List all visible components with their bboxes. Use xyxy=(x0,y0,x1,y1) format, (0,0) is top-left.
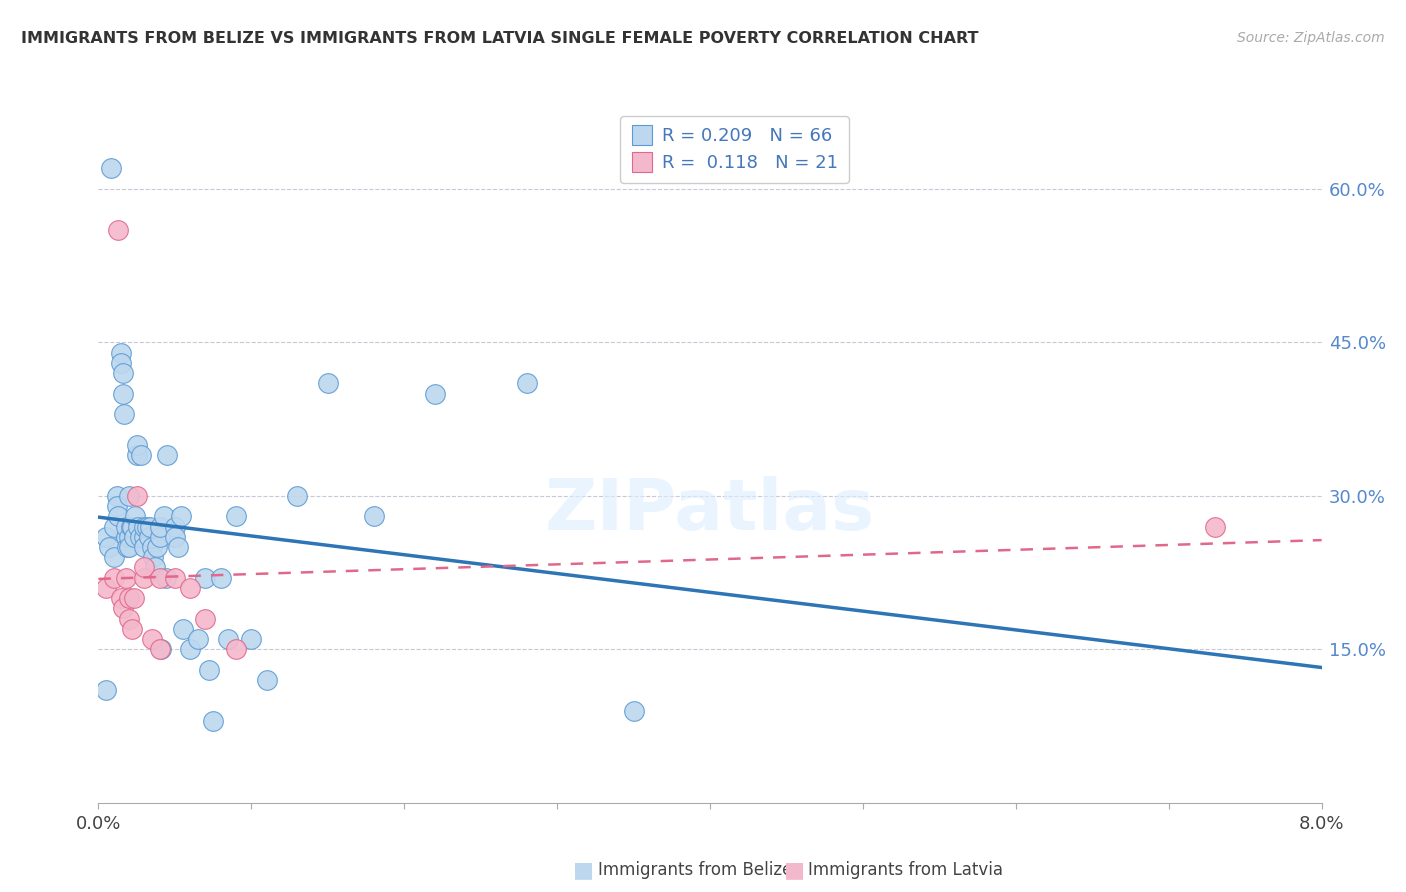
Point xyxy=(134,540,156,554)
Point xyxy=(138,530,160,544)
Point xyxy=(110,356,132,370)
Point xyxy=(217,632,239,646)
Point xyxy=(121,622,143,636)
Point xyxy=(134,530,156,544)
Text: ■: ■ xyxy=(785,860,804,880)
Point xyxy=(225,509,247,524)
Point xyxy=(107,509,129,524)
Point xyxy=(94,581,117,595)
Point xyxy=(125,438,148,452)
Point xyxy=(105,499,128,513)
Point xyxy=(285,489,308,503)
Text: Source: ZipAtlas.com: Source: ZipAtlas.com xyxy=(1237,31,1385,45)
Point xyxy=(125,448,148,462)
Point xyxy=(115,530,138,544)
Point xyxy=(163,519,186,533)
Point xyxy=(103,519,125,533)
Text: ZIPatlas: ZIPatlas xyxy=(546,476,875,545)
Point xyxy=(105,489,128,503)
Point xyxy=(134,571,156,585)
Point xyxy=(115,571,138,585)
Point xyxy=(194,571,217,585)
Y-axis label: Single Female Poverty: Single Female Poverty xyxy=(0,363,8,547)
Point xyxy=(120,519,142,533)
Point xyxy=(111,601,134,615)
Text: Immigrants from Belize: Immigrants from Belize xyxy=(598,861,792,879)
Point xyxy=(141,632,163,646)
Point xyxy=(363,509,385,524)
Point xyxy=(149,642,172,657)
Text: IMMIGRANTS FROM BELIZE VS IMMIGRANTS FROM LATVIA SINGLE FEMALE POVERTY CORRELATI: IMMIGRANTS FROM BELIZE VS IMMIGRANTS FRO… xyxy=(21,31,979,46)
Point xyxy=(118,591,141,606)
Point xyxy=(516,376,538,391)
Point xyxy=(149,519,172,533)
Point xyxy=(103,550,125,565)
Point xyxy=(149,530,172,544)
Point xyxy=(122,530,145,544)
Text: Immigrants from Latvia: Immigrants from Latvia xyxy=(808,861,1004,879)
Point xyxy=(156,448,179,462)
Point xyxy=(127,519,149,533)
Point xyxy=(111,386,134,401)
Point xyxy=(141,540,163,554)
Point xyxy=(110,591,132,606)
Point xyxy=(143,560,166,574)
Point xyxy=(150,642,173,657)
Point xyxy=(149,571,172,585)
Point xyxy=(197,663,219,677)
Point xyxy=(110,345,132,359)
Point xyxy=(118,540,141,554)
Point xyxy=(240,632,263,646)
Point xyxy=(209,571,232,585)
Point xyxy=(145,540,167,554)
Point xyxy=(118,489,141,503)
Point xyxy=(139,519,162,533)
Text: ■: ■ xyxy=(574,860,593,880)
Point xyxy=(112,407,135,421)
Point xyxy=(103,571,125,585)
Point xyxy=(107,223,129,237)
Point xyxy=(423,386,446,401)
Point xyxy=(121,519,143,533)
Point xyxy=(94,683,117,698)
Point xyxy=(256,673,278,687)
Point xyxy=(202,714,225,728)
Point xyxy=(125,489,148,503)
Point xyxy=(172,622,194,636)
Point xyxy=(225,642,247,657)
Point xyxy=(170,509,193,524)
Point xyxy=(115,519,138,533)
Point xyxy=(194,612,217,626)
Point xyxy=(316,376,339,391)
Point xyxy=(1204,519,1226,533)
Point xyxy=(122,591,145,606)
Point xyxy=(100,161,122,176)
Point xyxy=(179,581,201,595)
Point xyxy=(163,530,186,544)
Point xyxy=(187,632,209,646)
Point xyxy=(153,509,176,524)
Point xyxy=(134,560,156,574)
Point xyxy=(111,366,134,380)
Point xyxy=(142,550,165,565)
Point xyxy=(118,530,141,544)
Point xyxy=(94,530,117,544)
Point xyxy=(163,571,186,585)
Point xyxy=(129,448,152,462)
Point xyxy=(98,540,121,554)
Point xyxy=(134,519,156,533)
Point xyxy=(136,519,159,533)
Point xyxy=(118,612,141,626)
Point xyxy=(167,540,190,554)
Point xyxy=(124,509,146,524)
Legend: R = 0.209   N = 66, R =  0.118   N = 21: R = 0.209 N = 66, R = 0.118 N = 21 xyxy=(620,116,849,183)
Point xyxy=(623,704,645,718)
Point xyxy=(179,642,201,657)
Point xyxy=(155,571,177,585)
Point xyxy=(128,530,150,544)
Point xyxy=(117,540,139,554)
